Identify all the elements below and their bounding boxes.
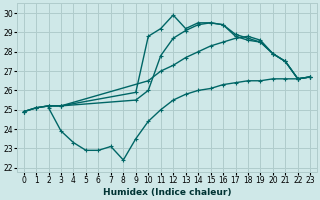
X-axis label: Humidex (Indice chaleur): Humidex (Indice chaleur)	[103, 188, 231, 197]
